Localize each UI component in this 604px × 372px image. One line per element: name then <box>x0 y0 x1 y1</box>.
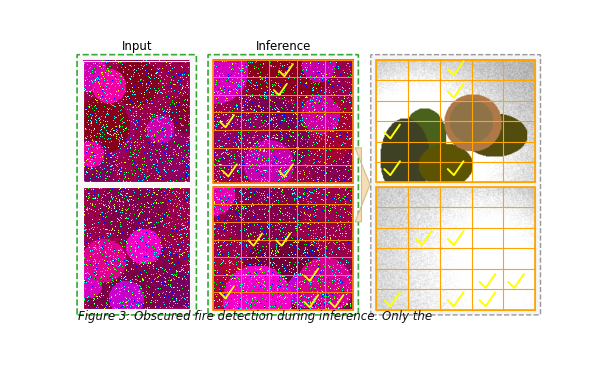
Text: Figure 3: Obscured fire detection during inference. Only the: Figure 3: Obscured fire detection during… <box>78 310 432 323</box>
FancyBboxPatch shape <box>208 55 358 315</box>
FancyBboxPatch shape <box>371 55 541 315</box>
Text: Input: Input <box>121 40 152 53</box>
Bar <box>376 60 535 183</box>
Bar <box>213 187 353 310</box>
Bar <box>376 187 535 310</box>
Bar <box>213 60 353 183</box>
FancyBboxPatch shape <box>77 55 196 315</box>
Bar <box>83 61 190 182</box>
Polygon shape <box>355 148 370 222</box>
Bar <box>83 187 190 309</box>
Text: Inference: Inference <box>255 40 311 53</box>
